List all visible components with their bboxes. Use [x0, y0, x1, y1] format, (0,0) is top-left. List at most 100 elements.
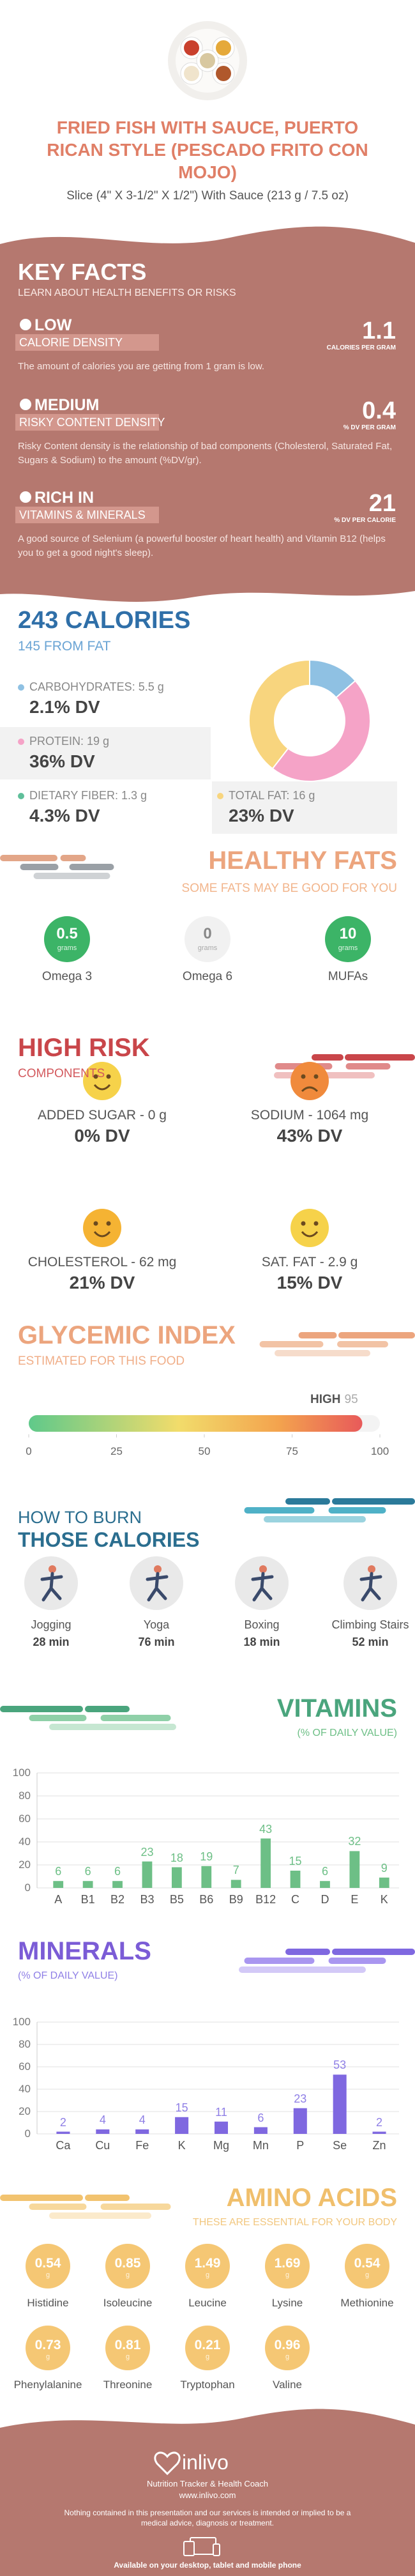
- nutrient-dv: 36% DV: [29, 751, 95, 771]
- decor-stripe: [29, 2204, 87, 2210]
- nutrient-label: PROTEIN: 19 g: [29, 735, 110, 747]
- fact-icon: [20, 491, 31, 503]
- decor-stripe: [100, 1715, 171, 1721]
- amino-value: 0.96: [274, 2338, 301, 2352]
- figure-head: [154, 1565, 162, 1573]
- x-tick-label: A: [54, 1893, 63, 1906]
- amino-name: Histidine: [27, 2297, 69, 2309]
- face-eye: [313, 1221, 319, 1226]
- decor-stripe: [285, 1498, 330, 1505]
- decor-stripe: [328, 1958, 386, 1964]
- footer-disclaimer: Nothing contained in this presentation a…: [64, 2508, 351, 2527]
- activity-time: 28 min: [33, 1636, 70, 1648]
- fat-circle: [44, 916, 90, 962]
- amino-name: Tryptophan: [180, 2379, 235, 2391]
- x-tick-label: Zn: [372, 2139, 386, 2152]
- fact-label: VITAMINS & MINERALS: [19, 509, 146, 521]
- decor-stripe: [0, 855, 57, 861]
- fact-unit: CALORIES PER GRAM: [326, 344, 396, 351]
- footer-url: www.inlivo.com: [179, 2490, 236, 2500]
- nutrient-label: CARBOHYDRATES: 5.5 g: [29, 680, 164, 693]
- x-tick-label: B3: [140, 1893, 155, 1906]
- decor-stripe: [125, 1724, 176, 1730]
- x-tick-label: B2: [110, 1893, 125, 1906]
- section-title: KEY FACTS: [18, 259, 147, 285]
- value-label: 18: [170, 1851, 183, 1864]
- bar: [333, 2074, 347, 2134]
- y-tick-label: 0: [24, 2128, 31, 2140]
- y-tick-label: 20: [19, 2105, 31, 2117]
- amino-unit: g: [285, 2353, 290, 2361]
- fat-unit: grams: [57, 944, 77, 952]
- bar: [372, 2131, 386, 2134]
- activity-time: 52 min: [352, 1636, 389, 1648]
- fat-unit: grams: [338, 944, 358, 952]
- value-label: 4: [139, 2113, 146, 2126]
- bar: [379, 1877, 389, 1888]
- sauce: [216, 66, 231, 81]
- decor-stripe: [20, 864, 59, 870]
- fact-tag-box: [15, 507, 159, 523]
- face-eye: [93, 1221, 98, 1226]
- value-label: 4: [99, 2113, 106, 2126]
- decor-stripe: [69, 864, 114, 870]
- amino-name: Phenylalanine: [13, 2379, 82, 2391]
- x-tick-label: K: [177, 2139, 186, 2152]
- section-subtitle: COMPONENTS: [18, 1067, 105, 1080]
- decor-stripe: [0, 2195, 83, 2201]
- decor-stripe: [239, 1966, 290, 1973]
- activity-name: Jogging: [31, 1618, 72, 1631]
- sauce: [200, 53, 215, 68]
- decor-stripe: [337, 1341, 388, 1347]
- sauce: [184, 40, 199, 56]
- face-mouth: [93, 1230, 111, 1238]
- amino-value: 1.69: [274, 2256, 301, 2271]
- decor-stripe: [0, 1706, 83, 1712]
- decor-stripe: [85, 2195, 130, 2201]
- fact-description: A good source of Selenium (a powerful bo…: [18, 533, 386, 558]
- fact-description: The amount of calories you are getting f…: [18, 361, 265, 372]
- bar: [135, 2129, 149, 2134]
- face-mouth: [301, 1086, 319, 1092]
- device-phone: [213, 2543, 220, 2556]
- fact-value: 0.4: [362, 397, 396, 424]
- y-tick-label: 80: [19, 1790, 31, 1802]
- fact-value: 21: [368, 490, 396, 517]
- figure-body: [359, 1572, 382, 1602]
- x-tick-label: B6: [199, 1893, 214, 1906]
- amino-unit: g: [125, 2353, 130, 2361]
- value-label: 53: [333, 2058, 347, 2072]
- amino-value: 0.85: [114, 2256, 141, 2271]
- amino-name: Leucine: [188, 2297, 227, 2309]
- amino-circle: [26, 2244, 70, 2288]
- gi-value: 95: [344, 1393, 358, 1406]
- nutrient-label: TOTAL FAT: 16 g: [229, 789, 315, 802]
- section-title: GLYCEMIC INDEX: [18, 1321, 236, 1349]
- decor-stripe: [345, 1063, 391, 1070]
- face-mouth: [93, 1084, 111, 1091]
- activity-name: Boxing: [244, 1618, 280, 1631]
- y-tick-label: 60: [19, 1813, 31, 1825]
- subtitle: Slice (4" X 3-1/2" X 1/2") With Sauce (2…: [66, 189, 349, 203]
- sauce: [184, 66, 199, 81]
- decor-stripe: [275, 1350, 370, 1356]
- risk-dv: 0% DV: [74, 1126, 130, 1146]
- decor-stripe: [49, 2212, 151, 2219]
- fact-unit: % DV PER GRAM: [343, 424, 396, 431]
- bar: [56, 2131, 70, 2134]
- amino-name: Lysine: [271, 2297, 303, 2309]
- nutrient-dot: [18, 793, 24, 799]
- decor-stripe: [338, 1332, 415, 1338]
- fact-tag-box: [15, 334, 159, 351]
- bar: [142, 1861, 153, 1888]
- face-eye: [301, 1221, 306, 1226]
- value-label: 2: [59, 2115, 66, 2129]
- fat-name: MUFAs: [328, 970, 368, 983]
- value-label: 6: [84, 1865, 91, 1878]
- y-tick-label: 100: [12, 1767, 31, 1779]
- amino-circle: [105, 2326, 150, 2370]
- decor-stripe: [312, 1054, 343, 1061]
- fact-level: LOW: [34, 316, 72, 334]
- nutrient-dv: 2.1% DV: [29, 697, 100, 717]
- activity-time: 76 min: [138, 1636, 175, 1648]
